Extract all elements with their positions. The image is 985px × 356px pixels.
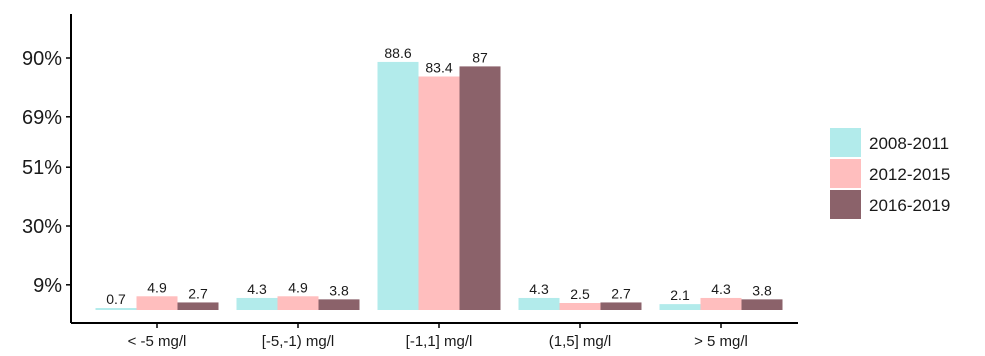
bar-2016-2019-1 [318, 299, 360, 310]
x-tick-label: [-1,1] mg/l [406, 333, 473, 350]
x-tick-label: > 5 mg/l [694, 333, 748, 350]
data-label: 88.6 [384, 45, 411, 61]
legend-swatch-2016-2019 [830, 190, 861, 219]
y-tick-label: 30% [22, 216, 62, 238]
x-tick-label: [-5,-1) mg/l [262, 333, 335, 350]
data-label: 4.3 [711, 281, 731, 297]
legend: 2008-2011 2012-2015 2016-2019 [830, 128, 950, 219]
data-label: 4.9 [147, 279, 167, 295]
data-label: 83.4 [425, 59, 452, 75]
data-labels-layer: 0.7 4.9 2.7 4.3 4.9 3.8 88.6 83.4 87 4.3 2.5 2.7 2.1… [106, 45, 772, 307]
bars-layer [95, 61, 783, 311]
data-label: 3.8 [329, 282, 349, 298]
data-label: 2.5 [570, 286, 590, 302]
legend-label: 2016-2019 [869, 196, 950, 215]
legend-swatch-2008-2011 [830, 128, 861, 157]
data-label: 4.3 [247, 281, 267, 297]
y-tick-label: 51% [22, 157, 62, 179]
bar-2012-2015-3 [559, 303, 601, 310]
bar-2016-2019-3 [600, 302, 642, 310]
legend-swatch-2012-2015 [830, 159, 861, 188]
x-axis: < -5 mg/l [-5,-1) mg/l [-1,1] mg/l (1,5] mg… [71, 322, 798, 350]
bar-2012-2015-2 [418, 76, 460, 310]
bar-2016-2019-2 [459, 66, 501, 311]
y-tick-label: 69% [22, 107, 62, 129]
bar-2008-2011-3 [518, 297, 560, 310]
y-tick-label: 90% [22, 48, 62, 70]
bar-2008-2011-2 [377, 61, 419, 310]
data-label: 4.9 [288, 279, 308, 295]
data-label: 0.7 [106, 291, 126, 307]
bar-2012-2015-1 [277, 296, 319, 310]
data-label: 2.1 [670, 287, 690, 303]
bar-2008-2011-4 [659, 304, 701, 310]
data-label: 2.7 [611, 285, 631, 301]
bar-2016-2019-4 [741, 299, 783, 310]
bar-2012-2015-0 [136, 296, 178, 310]
bar-2012-2015-4 [700, 297, 742, 310]
bar-2008-2011-1 [236, 297, 278, 310]
data-label: 2.7 [188, 285, 208, 301]
y-tick-label: 9% [33, 275, 62, 297]
legend-label: 2012-2015 [869, 165, 950, 184]
legend-label: 2008-2011 [869, 134, 949, 153]
bar-2016-2019-0 [177, 302, 219, 310]
x-tick-label: < -5 mg/l [128, 333, 187, 350]
y-axis: 9% 30% 51% 69% 90% [22, 14, 72, 323]
data-label: 4.3 [529, 281, 549, 297]
x-tick-label: (1,5] mg/l [549, 333, 612, 350]
data-label: 87 [472, 49, 488, 65]
bar-2008-2011-0 [95, 308, 137, 310]
data-label: 3.8 [752, 282, 772, 298]
